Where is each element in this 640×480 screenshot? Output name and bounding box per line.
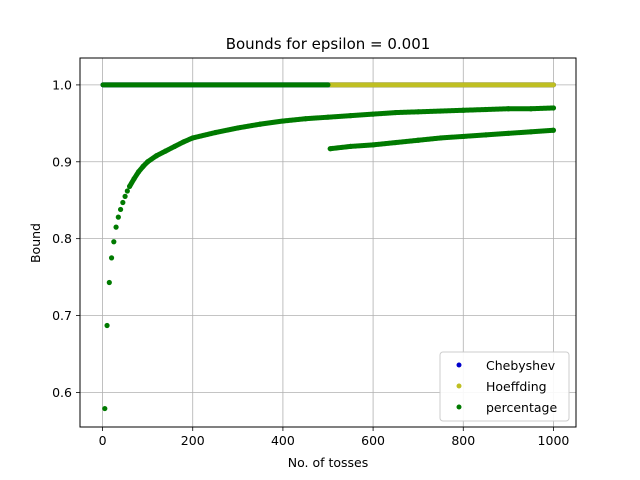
percentage-point (550, 105, 557, 111)
legend-label-percentage: percentage (486, 400, 557, 415)
x-axis-ticks: 0 200 400 600 800 1000 (99, 427, 570, 448)
percentage-point (325, 114, 331, 120)
y-tick-label: 0.9 (52, 154, 72, 169)
percentage-point (163, 148, 169, 154)
y-tick-label: 0.6 (52, 385, 72, 400)
x-tick-label: 800 (451, 433, 475, 448)
percentage-point (102, 405, 108, 412)
percentage-point (154, 153, 160, 159)
percentage-point (108, 255, 115, 261)
legend-label-hoeffding: Hoeffding (486, 379, 547, 394)
x-tick-label: 600 (361, 433, 385, 448)
percentage-lower-point (370, 142, 376, 148)
percentage-point (131, 176, 137, 182)
percentage-lower-point (528, 129, 534, 135)
percentage-point (113, 224, 119, 230)
x-tick-label: 400 (271, 433, 295, 448)
plot-frame (79, 57, 577, 428)
y-tick-label: 1.0 (52, 77, 72, 92)
percentage-lower-point (415, 137, 421, 143)
percentage-point (483, 106, 489, 113)
percentage-point (145, 159, 151, 165)
percentage-point (120, 199, 126, 206)
legend-box (439, 351, 570, 422)
percentage-point (140, 163, 146, 169)
y-tick-label: 0.7 (52, 308, 72, 323)
percentage-point (106, 279, 112, 286)
percentage-lower-point (347, 143, 354, 150)
percentage-lower-point (483, 132, 489, 138)
chart-title: Bounds for epsilon = 0.001 (226, 35, 431, 53)
percentage-point (302, 116, 309, 122)
percentage-point (190, 135, 196, 141)
percentage-lower-point (327, 146, 333, 152)
x-tick-label: 1000 (538, 433, 570, 448)
percentage-point (212, 129, 218, 136)
percentage-point (415, 109, 421, 115)
legend: Chebyshev Hoeffding percentage (439, 351, 570, 422)
percentage-point (393, 109, 399, 116)
percentage-lower-point (438, 135, 444, 141)
y-axis-label: Bound (28, 223, 43, 263)
percentage-point (460, 107, 466, 113)
percentage-point (111, 239, 117, 245)
y-tick-label: 0.8 (52, 231, 72, 246)
percentage-lower-point (505, 130, 511, 136)
percentage-point (136, 169, 142, 175)
percentage-lower-point (550, 127, 557, 133)
x-axis-label: No. of tosses (288, 455, 369, 470)
percentage-point (505, 106, 511, 112)
percentage-point (172, 143, 178, 150)
percentage-point (117, 206, 124, 213)
percentage-lower-point (393, 139, 399, 146)
percentage-point (124, 188, 130, 194)
legend-marker-chebyshev (456, 362, 462, 368)
percentage-point (528, 106, 534, 112)
percentage-point (280, 118, 286, 124)
x-tick-label: 200 (181, 433, 205, 448)
percentage-point (181, 139, 187, 145)
y-axis-ticks: 0.6 0.7 0.8 0.9 1.0 (52, 77, 80, 400)
legend-label-chebyshev: Chebyshev (486, 358, 556, 373)
data-marks (100, 82, 557, 412)
percentage-point (122, 193, 128, 199)
percentage-point (115, 214, 121, 220)
percentage-point (235, 125, 241, 131)
percentage-point (347, 113, 354, 119)
percentage-point (370, 111, 376, 117)
legend-marker-percentage (456, 404, 462, 410)
percentage-upper-curve (127, 105, 556, 189)
percentage-point (104, 322, 110, 329)
percentage-lower-point (460, 133, 466, 140)
percentage-point (257, 121, 263, 127)
x-tick-label: 0 (99, 433, 107, 448)
percentage-point (438, 108, 444, 114)
legend-marker-hoeffding (456, 383, 462, 389)
